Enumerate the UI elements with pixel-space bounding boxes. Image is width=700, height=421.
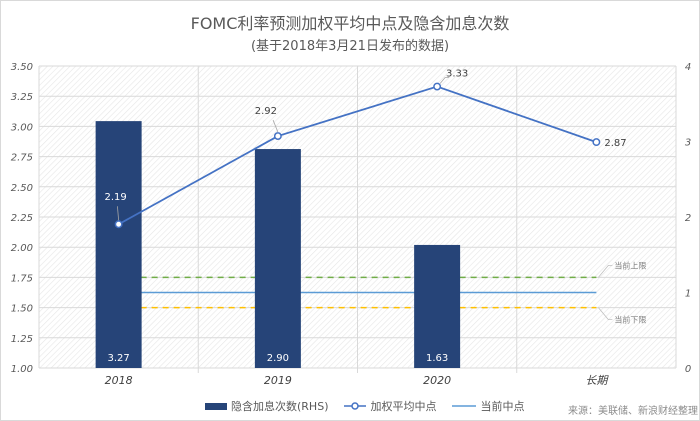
left-tick-label: 2.25 bbox=[11, 213, 33, 224]
chart-title: FOMC利率预测加权平均中点及隐含加息次数 bbox=[190, 14, 510, 33]
right-tick-label: 1 bbox=[685, 289, 691, 300]
bar bbox=[254, 149, 301, 368]
line-value-label: 3.33 bbox=[446, 69, 468, 80]
right-tick-label: 3 bbox=[685, 138, 691, 149]
legend-label: 隐含加息次数(RHS) bbox=[231, 400, 329, 413]
left-tick-label: 2.50 bbox=[11, 183, 33, 194]
line-swatch-icon bbox=[452, 405, 477, 407]
legend-label: 当前中点 bbox=[480, 400, 525, 413]
right-axis: 0 1 2 3 4 bbox=[685, 62, 691, 375]
category-label: 长期 bbox=[585, 374, 609, 387]
bar-value-label: 1.63 bbox=[426, 353, 448, 364]
category-label: 2020 bbox=[423, 374, 451, 387]
left-tick-label: 2.75 bbox=[11, 153, 33, 164]
line-value-label: 2.92 bbox=[255, 106, 277, 117]
bar bbox=[95, 121, 142, 369]
source-note: 来源：美联储、新浪财经整理 bbox=[568, 406, 698, 417]
bar-value-label: 3.27 bbox=[107, 353, 129, 364]
left-tick-label: 1.75 bbox=[11, 273, 33, 284]
left-tick-label: 1.00 bbox=[11, 364, 33, 375]
bar bbox=[414, 244, 461, 368]
left-tick-label: 3.50 bbox=[11, 62, 33, 73]
legend-item-bar: 隐含加息次数(RHS) bbox=[205, 398, 328, 414]
right-tick-label: 2 bbox=[685, 213, 691, 224]
left-tick-label: 3.25 bbox=[11, 92, 33, 103]
legend-item-line: 加权平均中点 bbox=[344, 398, 436, 414]
bar-series: 3.27 2.90 1.63 bbox=[95, 121, 461, 369]
line-value-label: 2.19 bbox=[104, 192, 126, 203]
chart-subtitle: (基于2018年3月21日发布的数据) bbox=[250, 39, 450, 54]
reference-lines bbox=[118, 276, 597, 309]
line-marker-swatch-icon bbox=[344, 402, 367, 410]
category-label: 2018 bbox=[105, 374, 133, 387]
gridlines bbox=[38, 65, 677, 373]
line-series: 2.19 2.92 3.33 2.87 bbox=[104, 69, 627, 229]
category-label: 2019 bbox=[264, 374, 292, 387]
line-marker bbox=[273, 132, 282, 141]
bar-swatch-icon bbox=[205, 402, 227, 410]
left-tick-label: 3.00 bbox=[11, 122, 33, 133]
line-marker bbox=[114, 220, 123, 229]
bar-value-label: 2.90 bbox=[267, 353, 289, 364]
upper-annotation: 当前上限 bbox=[614, 260, 646, 270]
lower-annotation: 当前下限 bbox=[614, 315, 646, 325]
left-tick-label: 2.00 bbox=[11, 243, 33, 254]
right-tick-label: 4 bbox=[685, 62, 691, 73]
line-marker bbox=[592, 138, 601, 147]
left-axis: 1.00 1.25 1.50 1.75 2.00 2.25 2.50 2.75 3.00 3.25… bbox=[11, 62, 33, 375]
left-tick-label: 1.50 bbox=[11, 304, 33, 315]
left-tick-label: 1.25 bbox=[11, 334, 33, 345]
legend: 隐含加息次数(RHS) 加权平均中点 当前中点 bbox=[205, 398, 524, 414]
line-value-label: 2.87 bbox=[604, 138, 626, 149]
right-tick-label: 0 bbox=[685, 364, 691, 375]
legend-item-flat: 当前中点 bbox=[452, 398, 524, 414]
line-marker bbox=[433, 82, 442, 91]
legend-label: 加权平均中点 bbox=[370, 400, 437, 413]
category-axis: 2018 2019 2020 长期 bbox=[105, 374, 610, 387]
